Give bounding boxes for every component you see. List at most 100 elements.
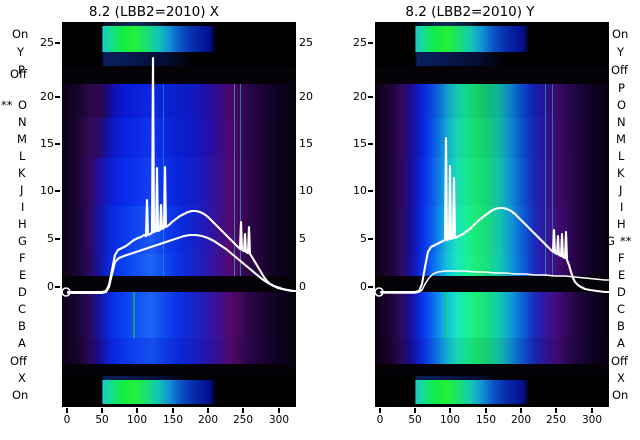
spectro-band bbox=[62, 404, 296, 407]
ytick-mark bbox=[55, 286, 60, 288]
left-axis-label: H bbox=[18, 217, 27, 231]
left-axis-label: D bbox=[18, 285, 27, 299]
ytick-label-right: 5 bbox=[299, 232, 306, 245]
right-axis-label: K bbox=[617, 166, 625, 180]
ytick-label: 0 bbox=[360, 280, 367, 293]
xtick-mark bbox=[591, 408, 593, 413]
left-axis-label: C bbox=[18, 302, 27, 316]
ytick-label: 5 bbox=[360, 232, 367, 245]
left-axis-label: K bbox=[18, 166, 26, 180]
xtick-mark bbox=[485, 408, 487, 413]
right-axis-label: B bbox=[617, 319, 625, 333]
xtick-mark bbox=[207, 408, 209, 413]
left-axis-label: J bbox=[20, 183, 24, 197]
panel-y-title: 8.2 (LBB2=2010) Y bbox=[405, 4, 535, 20]
right-axis-label: Off bbox=[611, 354, 628, 368]
xtick-label: 250 bbox=[545, 414, 567, 426]
spectro-band bbox=[62, 84, 296, 118]
spectro-band bbox=[375, 404, 609, 407]
xtick-label: 250 bbox=[232, 414, 254, 426]
spectro-band bbox=[375, 338, 609, 364]
left-axis-label: F bbox=[19, 251, 26, 265]
spectro-band bbox=[375, 158, 609, 206]
left-axis-label: On bbox=[12, 388, 29, 402]
ytick-mark bbox=[55, 96, 60, 98]
panel-y-curves bbox=[375, 136, 609, 297]
spectro-band bbox=[375, 22, 609, 26]
spectro-band bbox=[375, 276, 609, 292]
ytick-mark bbox=[368, 42, 373, 44]
ytick-label: 10 bbox=[353, 184, 367, 197]
spectro-line bbox=[551, 84, 554, 276]
right-axis-label: N bbox=[617, 115, 626, 129]
left-axis-label: X bbox=[18, 371, 26, 385]
xtick-mark bbox=[66, 408, 68, 413]
ytick-label-right: 20 bbox=[299, 90, 313, 103]
right-axis-label: On bbox=[612, 388, 629, 402]
xtick-mark bbox=[278, 408, 280, 413]
spectro-line bbox=[162, 84, 164, 276]
spectro-band bbox=[375, 66, 609, 84]
xtick-label: 300 bbox=[268, 414, 290, 426]
xtick-label: 200 bbox=[510, 414, 532, 426]
spectro-band bbox=[62, 380, 296, 404]
ytick-label: 0 bbox=[47, 280, 54, 293]
panel-x-curves bbox=[62, 56, 296, 297]
ytick-label: 15 bbox=[40, 137, 54, 150]
xtick-label: 50 bbox=[95, 414, 109, 426]
panel-x: 8.2 (LBB2=2010) X bbox=[40, 4, 313, 426]
ytick-label: 20 bbox=[40, 90, 54, 103]
x-upper-curve bbox=[66, 56, 296, 294]
ytick-label-right: 10 bbox=[299, 184, 313, 197]
left-axis-label: G bbox=[18, 234, 27, 248]
left-axis-label: I bbox=[21, 200, 25, 214]
left-axis-label: A bbox=[18, 336, 26, 350]
spectro-band bbox=[62, 158, 296, 206]
right-axis-label: O bbox=[617, 98, 627, 112]
ytick-label-right: 15 bbox=[299, 137, 313, 150]
xtick-label: 0 bbox=[63, 414, 71, 426]
xtick-label: 50 bbox=[408, 414, 422, 426]
right-axis-label: F bbox=[618, 251, 625, 265]
spectro-band bbox=[62, 118, 296, 158]
spectro-band bbox=[375, 84, 609, 118]
ytick-mark bbox=[368, 143, 373, 145]
ytick-label: 20 bbox=[353, 90, 367, 103]
ytick-mark bbox=[368, 96, 373, 98]
y-upper-curve bbox=[379, 136, 609, 294]
xtick-label: 0 bbox=[376, 414, 384, 426]
right-axis-label: X bbox=[617, 371, 625, 385]
right-axis-label: E bbox=[618, 268, 626, 282]
spectro-band bbox=[62, 26, 296, 52]
xtick-label: 200 bbox=[197, 414, 219, 426]
spectro-band bbox=[62, 338, 296, 364]
spectro-band bbox=[62, 66, 296, 84]
xtick-label: 150 bbox=[162, 414, 184, 426]
right-axis-marker: ** bbox=[620, 234, 632, 248]
ytick-mark bbox=[55, 143, 60, 145]
xtick-mark bbox=[449, 408, 451, 413]
xtick-label: 300 bbox=[581, 414, 603, 426]
ytick-label: 10 bbox=[40, 184, 54, 197]
left-axis-label: O bbox=[18, 98, 28, 112]
spectro-band bbox=[62, 52, 296, 66]
right-axis-label: Off bbox=[611, 63, 628, 77]
spectro-line bbox=[239, 84, 242, 276]
left-axis-label: On bbox=[12, 27, 29, 41]
spectro-line bbox=[445, 292, 447, 338]
spectro-band bbox=[375, 254, 609, 276]
spectro-band bbox=[375, 364, 609, 376]
spectro-band bbox=[375, 206, 609, 254]
ytick-mark bbox=[368, 190, 373, 192]
xtick-mark bbox=[101, 408, 103, 413]
right-axis-label: Y bbox=[617, 45, 625, 59]
spectro-band bbox=[375, 52, 609, 66]
spectro-band bbox=[62, 22, 296, 26]
x-lower-curve bbox=[66, 233, 296, 295]
right-axis-label: C bbox=[617, 302, 626, 316]
ytick-label-right: 25 bbox=[299, 36, 313, 49]
spectro-band bbox=[62, 276, 296, 292]
left-axis-label: Y bbox=[17, 45, 25, 59]
panel-y-spectrogram bbox=[375, 22, 609, 407]
